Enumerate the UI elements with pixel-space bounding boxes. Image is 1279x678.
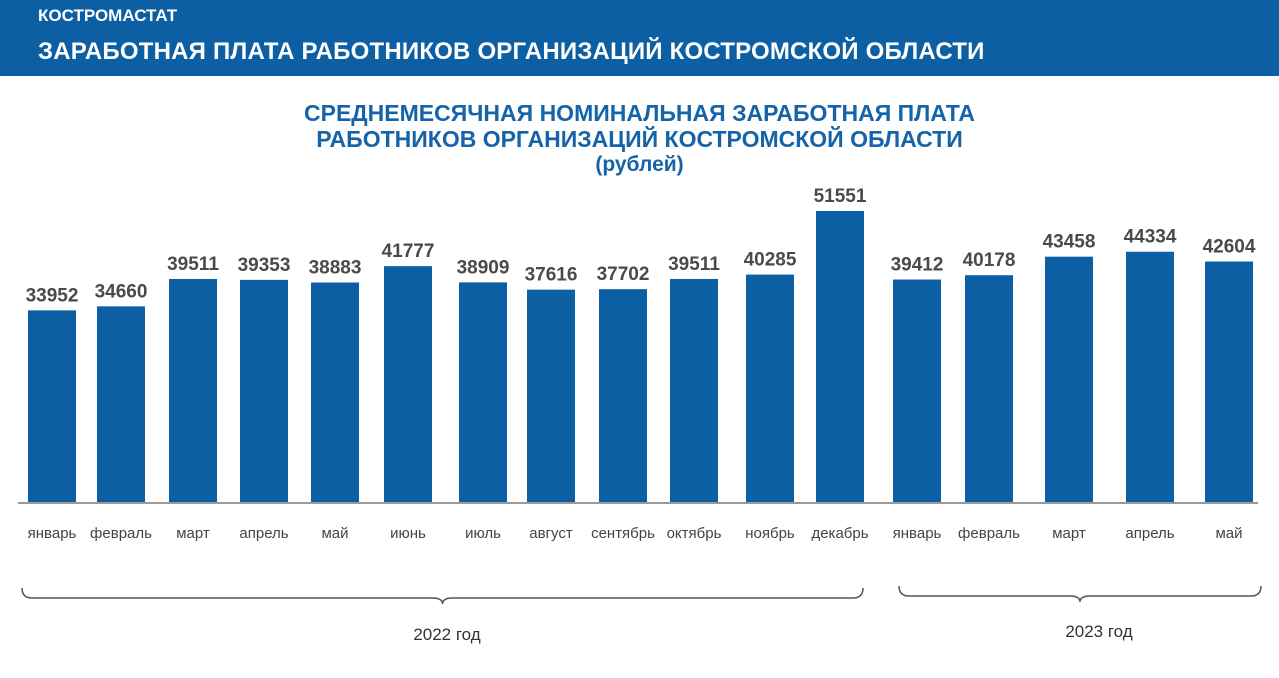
header-banner: КОСТРОМАСТАТ ЗАРАБОТНАЯ ПЛАТА РАБОТНИКОВ… [0, 0, 1279, 76]
value-label-3: 39353 [238, 255, 291, 276]
value-label-14: 43458 [1043, 232, 1096, 253]
category-label-8: сентябрь [591, 525, 655, 542]
bar-5 [384, 266, 432, 502]
category-label-15: апрель [1125, 525, 1174, 542]
value-label-10: 40285 [744, 250, 797, 271]
category-label-6: июль [465, 525, 501, 542]
category-label-13: февраль [958, 525, 1020, 542]
year-label-2022: 2022 год [413, 625, 481, 644]
value-label-15: 44334 [1124, 227, 1177, 248]
value-label-13: 40178 [963, 250, 1016, 271]
category-label-9: октябрь [667, 525, 722, 542]
chart-unit: (рублей) [595, 153, 684, 176]
category-label-14: март [1052, 525, 1086, 542]
bar-16 [1205, 261, 1253, 502]
value-label-1: 34660 [95, 281, 148, 302]
category-label-10: ноябрь [745, 525, 795, 542]
bar-13 [965, 275, 1013, 502]
value-label-0: 33952 [26, 285, 79, 306]
bar-2 [169, 278, 217, 502]
bar-8 [599, 289, 647, 502]
category-label-3: апрель [239, 525, 288, 542]
chart-title-line2: РАБОТНИКОВ ОРГАНИЗАЦИЙ КОСТРОМСКОЙ ОБЛАС… [316, 126, 963, 152]
value-label-11: 51551 [814, 186, 867, 207]
bar-1 [97, 306, 145, 502]
value-label-9: 39511 [668, 254, 720, 275]
value-label-6: 38909 [457, 257, 510, 278]
value-label-4: 38883 [309, 258, 362, 279]
category-label-7: август [529, 525, 573, 542]
org-name: КОСТРОМАСТАТ [38, 6, 178, 25]
bar-14 [1045, 256, 1093, 502]
category-label-11: декабрь [811, 525, 868, 542]
bar-4 [311, 282, 359, 502]
bar-6 [459, 282, 507, 502]
category-label-5: июнь [390, 525, 426, 542]
year-label-2023: 2023 год [1065, 622, 1133, 641]
category-label-2: март [176, 525, 210, 542]
bar-15 [1126, 251, 1174, 502]
bar-11 [816, 211, 864, 502]
bar-9 [670, 278, 718, 502]
bar-3 [240, 279, 288, 502]
bar-0 [28, 310, 76, 502]
value-label-7: 37616 [525, 265, 578, 286]
category-label-0: январь [28, 525, 77, 542]
value-label-16: 42604 [1203, 237, 1256, 258]
brace-2023 [898, 585, 1262, 603]
bar-10 [746, 274, 794, 502]
value-label-2: 39511 [167, 254, 219, 275]
category-label-4: май [321, 525, 348, 542]
value-label-12: 39412 [891, 255, 944, 276]
bar-12 [893, 279, 941, 502]
value-label-8: 37702 [597, 264, 650, 285]
category-label-12: январь [893, 525, 942, 542]
chart-title-line1: СРЕДНЕМЕСЯЧНАЯ НОМИНАЛЬНАЯ ЗАРАБОТНАЯ ПЛ… [304, 100, 975, 126]
bar-7 [527, 289, 575, 502]
header-title: ЗАРАБОТНАЯ ПЛАТА РАБОТНИКОВ ОРГАНИЗАЦИЙ … [38, 38, 985, 65]
category-label-1: февраль [90, 525, 152, 542]
value-label-5: 41777 [382, 241, 435, 262]
brace-2022 [21, 587, 864, 605]
category-label-16: май [1215, 525, 1242, 542]
